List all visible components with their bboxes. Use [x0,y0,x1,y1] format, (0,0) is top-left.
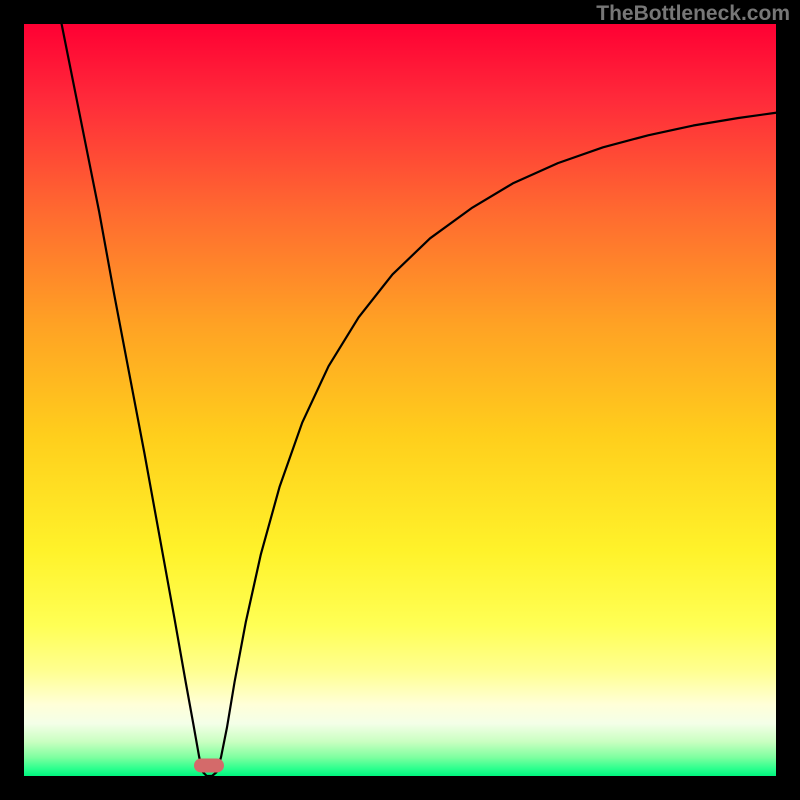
optimum-marker [194,758,224,772]
gradient-background [24,24,776,776]
attribution-text: TheBottleneck.com [596,2,790,26]
chart-container: { "attribution": { "text": "TheBottlenec… [0,0,800,800]
bottleneck-chart [0,0,800,800]
